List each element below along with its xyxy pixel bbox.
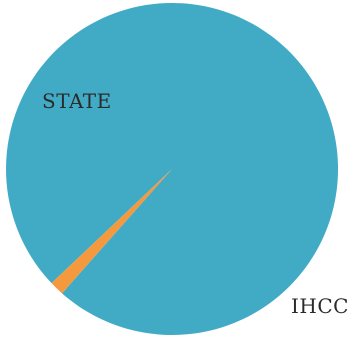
pie-slices [6,3,339,336]
pie-slice-state [6,3,339,336]
slice-label-state: STATE [42,89,112,113]
slice-label-ihcc: IHCC [291,294,349,318]
pie-slice-ihcc [51,169,173,294]
